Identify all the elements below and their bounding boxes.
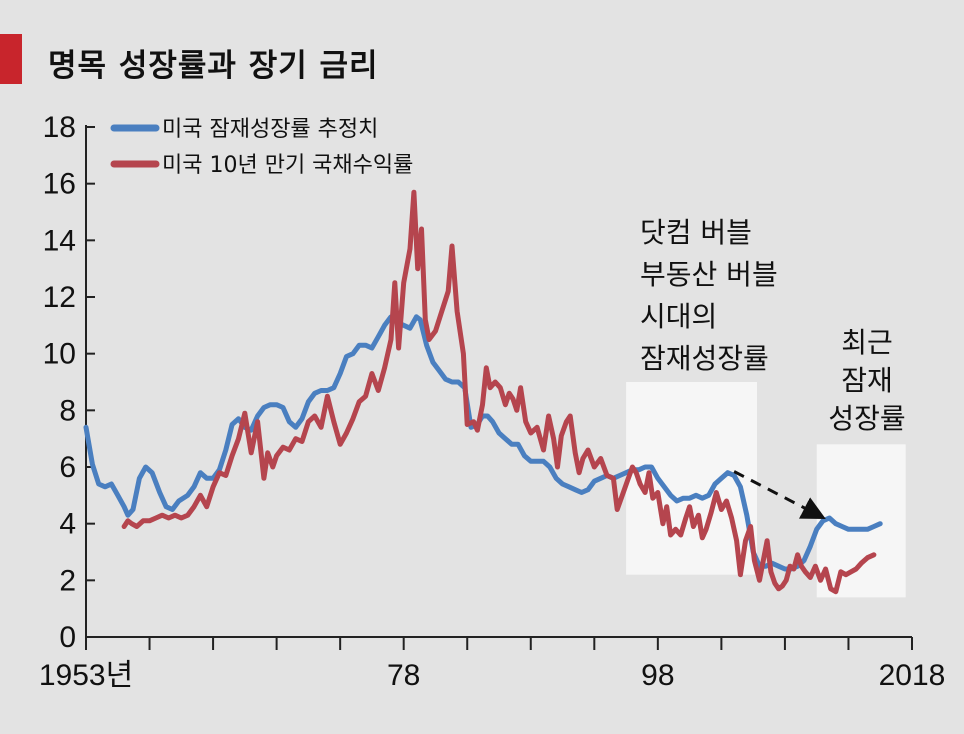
y-tick-label: 4 [59,508,76,541]
y-tick-label: 0 [59,621,76,654]
x-tick-label: 2018 [879,659,946,692]
bubble-annotation-line: 잠재성장률 [640,342,769,375]
y-tick-label: 14 [43,224,76,257]
y-tick-label: 2 [59,564,76,597]
x-tick-label: 1953년 [39,659,133,692]
series-line-treasury-yield [121,189,877,595]
recent-annotation-line: 최근 [841,326,893,359]
legend-label: 미국 잠재성장률 추정치 [162,117,378,142]
y-tick-label: 12 [43,281,76,314]
legend-label: 미국 10년 만기 국채수익률 [162,153,413,178]
bubble-annotation-line: 닷컴 버블 [640,216,752,249]
x-tick-label: 78 [387,659,420,692]
title-accent-bar [0,34,22,84]
bubble-annotation-line: 부동산 버블 [640,258,778,291]
x-tick-label: 98 [641,659,674,692]
y-tick-label: 8 [59,394,76,427]
y-tick-label: 10 [43,338,76,371]
recent-annotation-line: 성장률 [828,402,905,435]
y-tick-label: 16 [43,168,76,201]
bubble-annotation-line: 시대의 [640,300,717,333]
recent-annotation-line: 잠재 [841,364,893,397]
y-tick-label: 6 [59,451,76,484]
dashed-arrow [733,470,826,520]
chart-title: 명목 성장률과 장기 금리 [48,48,379,84]
y-tick-label: 18 [43,111,76,144]
